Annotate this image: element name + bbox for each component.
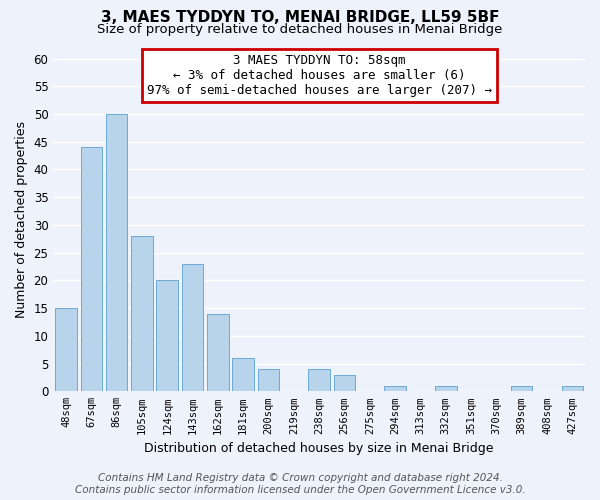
Bar xyxy=(232,358,254,392)
Bar xyxy=(511,386,532,392)
Bar xyxy=(182,264,203,392)
Text: Contains HM Land Registry data © Crown copyright and database right 2024.
Contai: Contains HM Land Registry data © Crown c… xyxy=(74,474,526,495)
Text: 3, MAES TYDDYN TO, MENAI BRIDGE, LL59 5BF: 3, MAES TYDDYN TO, MENAI BRIDGE, LL59 5B… xyxy=(101,10,499,25)
Bar xyxy=(80,148,102,392)
Bar xyxy=(157,280,178,392)
Bar xyxy=(562,386,583,392)
X-axis label: Distribution of detached houses by size in Menai Bridge: Distribution of detached houses by size … xyxy=(145,442,494,455)
Bar xyxy=(207,314,229,392)
Bar xyxy=(55,308,77,392)
Bar xyxy=(334,374,355,392)
Bar xyxy=(385,386,406,392)
Bar xyxy=(308,369,330,392)
Bar xyxy=(258,369,279,392)
Bar xyxy=(435,386,457,392)
Text: Size of property relative to detached houses in Menai Bridge: Size of property relative to detached ho… xyxy=(97,22,503,36)
Text: 3 MAES TYDDYN TO: 58sqm
← 3% of detached houses are smaller (6)
97% of semi-deta: 3 MAES TYDDYN TO: 58sqm ← 3% of detached… xyxy=(146,54,491,98)
Bar xyxy=(131,236,152,392)
Y-axis label: Number of detached properties: Number of detached properties xyxy=(15,121,28,318)
Bar xyxy=(106,114,127,392)
